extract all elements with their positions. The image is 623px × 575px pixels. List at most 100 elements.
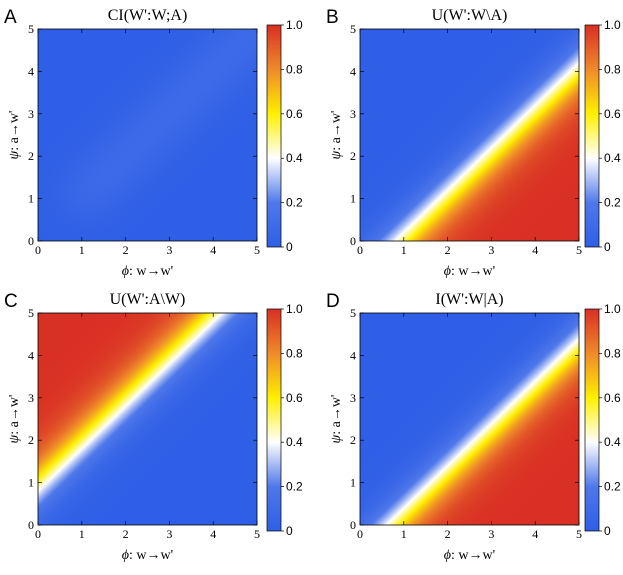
y-tick-label: 3 [350, 391, 356, 405]
colorbar-gradient [267, 309, 281, 531]
panel-title: U(W':W\A) [432, 7, 508, 24]
colorbar-gradient [267, 25, 281, 247]
heatmap-surface [360, 29, 579, 241]
colorbar-tick-label: 0.4 [286, 151, 303, 165]
panel-letter: B [326, 7, 339, 28]
x-tick-label: 3 [488, 243, 494, 257]
x-tick-label: 2 [123, 243, 129, 257]
y-tick-label: 1 [28, 476, 34, 490]
y-tick-label: 1 [28, 192, 34, 206]
plot-frame [37, 312, 258, 526]
colorbar-frame [584, 24, 600, 248]
y-axis-label: ψ: a→w' [329, 395, 344, 444]
x-tick-label: 4 [532, 527, 538, 541]
colorbar-tick-label: 0.2 [286, 196, 303, 210]
panel-title: U(W':A\W) [110, 291, 186, 308]
heatmap-surface [38, 313, 257, 525]
x-tick-label: 0 [357, 243, 363, 257]
x-tick-label: 0 [357, 527, 363, 541]
colorbar-tick-label: 1.0 [604, 302, 621, 316]
x-tick-label: 2 [445, 527, 451, 541]
colorbar-tick-label: 0.2 [604, 196, 621, 210]
colorbar: 0 0.2 0.4 0.6 0.8 1.0 [584, 302, 621, 538]
panel-letter: C [4, 291, 18, 312]
x-tick-label: 1 [79, 527, 85, 541]
colorbar: 0 0.2 0.4 0.6 0.8 1.0 [584, 18, 621, 254]
y-tick-label: 5 [350, 22, 356, 36]
colorbar-tick-label: 0.8 [286, 62, 303, 76]
plot-frame [359, 28, 580, 242]
y-tick-label: 5 [28, 22, 34, 36]
x-tick-label: 4 [210, 243, 216, 257]
panel-title: I(W':W|A) [435, 291, 503, 308]
y-tick-label: 4 [350, 64, 356, 78]
x-tick-label: 5 [576, 243, 582, 257]
colorbar-frame [266, 308, 282, 532]
x-axis-label: ϕ: w→w' [122, 548, 173, 563]
y-tick-label: 3 [28, 391, 34, 405]
colorbar-tick-label: 1.0 [286, 302, 303, 316]
colorbar-tick-label: 0.6 [604, 391, 621, 405]
panel-title: CI(W':W;A) [108, 7, 188, 24]
colorbar-tick-label: 0.4 [286, 435, 303, 449]
y-tick-label: 0 [28, 518, 34, 532]
x-tick-label: 3 [166, 243, 172, 257]
colorbar-tick-label: 0.8 [604, 62, 621, 76]
colorbar: 0 0.2 0.4 0.6 0.8 1.0 [266, 18, 303, 254]
y-tick-label: 4 [28, 348, 34, 362]
x-tick-label: 1 [401, 243, 407, 257]
x-tick-label: 1 [79, 243, 85, 257]
colorbar-gradient [585, 25, 599, 247]
colorbar-tick-label: 0.8 [286, 346, 303, 360]
x-tick-label: 4 [532, 243, 538, 257]
y-axis-label: ψ: a→w' [7, 395, 22, 444]
colorbar-frame [584, 308, 600, 532]
colorbar-tick-label: 0.4 [604, 435, 621, 449]
colorbar-tick-label: 0 [604, 240, 611, 254]
y-tick-label: 2 [28, 149, 34, 163]
colorbar-tick-label: 0 [286, 524, 293, 538]
colorbar: 0 0.2 0.4 0.6 0.8 1.0 [266, 302, 303, 538]
plot-frame [359, 312, 580, 526]
colorbar-tick-label: 0.8 [604, 346, 621, 360]
colorbar-tick-label: 0.4 [604, 151, 621, 165]
y-tick-label: 4 [350, 348, 356, 362]
colorbar-tick-label: 0.6 [286, 107, 303, 121]
panel-letter: D [326, 291, 340, 312]
colorbar-tick-label: 0.2 [286, 480, 303, 494]
heatmap-surface [38, 29, 257, 241]
y-tick-label: 1 [350, 476, 356, 490]
y-tick-label: 4 [28, 64, 34, 78]
x-tick-label: 3 [488, 527, 494, 541]
x-tick-label: 5 [254, 527, 260, 541]
colorbar-tick-label: 0.2 [604, 480, 621, 494]
y-tick-label: 2 [350, 433, 356, 447]
colorbar-tick-label: 1.0 [286, 18, 303, 32]
y-tick-label: 2 [350, 149, 356, 163]
y-axis-label: ψ: a→w' [7, 111, 22, 160]
x-tick-label: 5 [576, 527, 582, 541]
colorbar-tick-label: 0.6 [604, 107, 621, 121]
y-tick-label: 5 [28, 306, 34, 320]
y-tick-label: 3 [28, 107, 34, 121]
y-tick-label: 1 [350, 192, 356, 206]
x-tick-label: 2 [123, 527, 129, 541]
x-tick-label: 4 [210, 527, 216, 541]
y-tick-label: 2 [28, 433, 34, 447]
y-tick-label: 0 [28, 234, 34, 248]
x-tick-label: 0 [35, 527, 41, 541]
colorbar-frame [266, 24, 282, 248]
x-axis-label: ϕ: w→w' [444, 264, 495, 279]
y-tick-label: 0 [350, 234, 356, 248]
colorbar-tick-label: 0 [604, 524, 611, 538]
y-tick-label: 5 [350, 306, 356, 320]
panel-letter: A [4, 7, 17, 28]
colorbar-tick-label: 0.6 [286, 391, 303, 405]
x-tick-label: 1 [401, 527, 407, 541]
colorbar-gradient [585, 309, 599, 531]
plot-frame [37, 28, 258, 242]
